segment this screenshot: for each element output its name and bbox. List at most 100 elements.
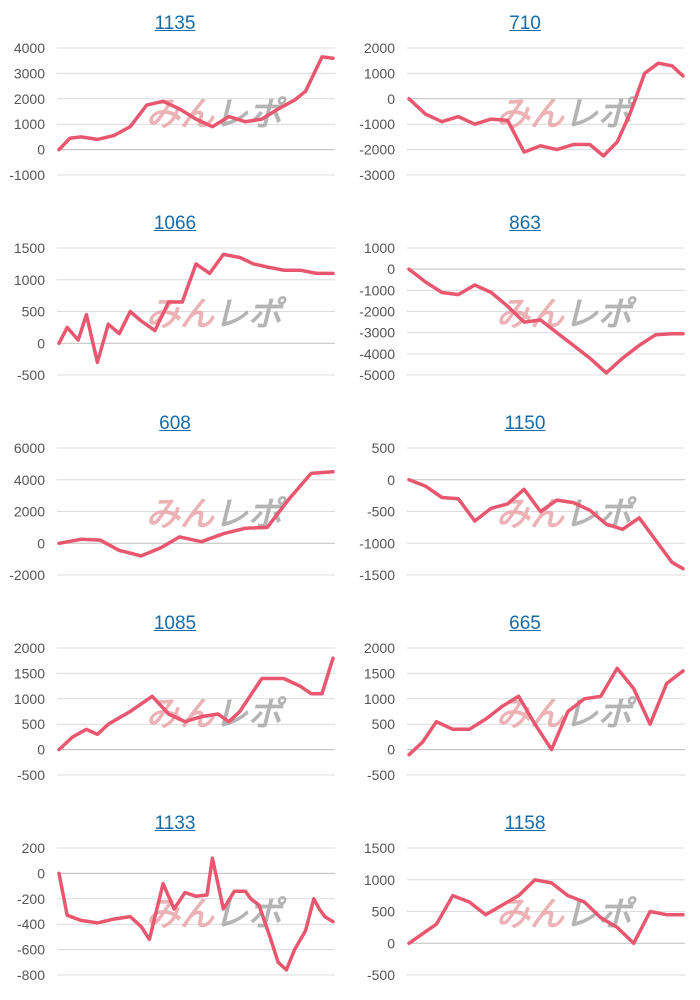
y-tick-label: -500 <box>367 967 395 983</box>
chart-panel-3: 1500 1000 500 0 -500 みんレポ 1066 <box>0 200 350 400</box>
y-tick-label: 1000 <box>364 872 395 888</box>
y-tick-label: 500 <box>22 304 46 320</box>
watermark-part-gray: レポ <box>564 895 637 935</box>
chart-title-link[interactable]: 665 <box>509 613 541 634</box>
y-tick-label: -800 <box>17 967 45 983</box>
watermark-part-pink: みん <box>146 95 215 135</box>
watermark-part-pink: みん <box>496 295 565 335</box>
y-tick-label: -3000 <box>359 167 395 183</box>
y-tick-label: 0 <box>37 142 45 158</box>
watermark-part-gray: レポ <box>214 695 287 735</box>
y-tick-label: 1500 <box>364 665 395 681</box>
y-tick-label: -400 <box>17 916 45 932</box>
y-tick-label: 0 <box>37 535 45 551</box>
y-tick-label: 4000 <box>14 472 45 488</box>
y-tick-label: -4000 <box>359 346 395 362</box>
chart-svg: 1500 1000 500 0 -500 みんレポ <box>14 240 335 383</box>
series-line <box>407 478 685 571</box>
chart-title-link[interactable]: 608 <box>159 413 191 434</box>
series-line <box>57 252 335 365</box>
y-tick-label: -1000 <box>359 282 395 298</box>
y-tick-label: 0 <box>387 472 395 488</box>
y-tick-label: -2000 <box>359 304 395 320</box>
chart-svg: 1000 0 -1000 -2000 -3000 -4000 -5000 みんレポ <box>359 240 685 383</box>
series-line <box>57 470 335 558</box>
chart-panel-9: 200 0 -200 -400 -600 -800 みんレポ 1133 <box>0 800 350 1000</box>
y-tick-label: 200 <box>22 840 46 856</box>
y-tick-label: 1500 <box>14 665 45 681</box>
y-tick-label: 0 <box>387 91 395 107</box>
y-tick-label: -1500 <box>359 567 395 583</box>
chart-title-link[interactable]: 710 <box>509 13 541 34</box>
y-tick-label: -1000 <box>359 535 395 551</box>
y-tick-label: 1000 <box>14 272 45 288</box>
chart-title-link[interactable]: 1135 <box>154 13 196 34</box>
y-tick-label: 2000 <box>14 91 45 107</box>
watermark-logo: みんレポ <box>146 95 287 135</box>
chart-title-link[interactable]: 1085 <box>153 613 197 634</box>
y-tick-label: 1000 <box>14 691 45 707</box>
chart-title-link[interactable]: 1158 <box>504 813 546 834</box>
y-tick-label: 2000 <box>14 504 45 520</box>
y-tick-label: 500 <box>372 716 396 732</box>
y-tick-label: 0 <box>37 742 45 758</box>
y-tick-label: 1000 <box>364 691 395 707</box>
watermark-logo: みんレポ <box>146 695 287 735</box>
series-line <box>407 666 685 757</box>
watermark-part-gray: レポ <box>214 895 287 935</box>
watermark-part-gray: レポ <box>564 695 637 735</box>
chart-panel-2: 2000 1000 0 -1000 -2000 -3000 みんレポ 710 <box>350 0 700 200</box>
y-tick-label: -200 <box>17 891 45 907</box>
y-tick-label: 2000 <box>364 640 395 656</box>
y-tick-label: -2000 <box>359 142 395 158</box>
chart-title-link[interactable]: 1133 <box>154 813 196 834</box>
y-tick-label: -3000 <box>359 325 395 341</box>
y-tick-label: 1500 <box>14 240 45 256</box>
y-tick-label: 4000 <box>14 40 45 56</box>
series-line <box>407 61 685 158</box>
y-tick-label: 500 <box>22 716 46 732</box>
y-tick-label: 1500 <box>364 840 395 856</box>
watermark-logo: みんレポ <box>146 495 287 535</box>
y-tick-label: -1000 <box>9 167 45 183</box>
watermark-logo: みんレポ <box>496 95 637 135</box>
chart-title-link[interactable]: 863 <box>509 213 541 234</box>
watermark-part-gray: レポ <box>564 295 637 335</box>
y-tick-label: 500 <box>372 440 396 456</box>
series-line <box>57 656 335 752</box>
y-tick-label: 2000 <box>14 640 45 656</box>
watermark-part-gray: レポ <box>214 295 287 335</box>
chart-title-link[interactable]: 1066 <box>153 213 197 234</box>
y-tick-label: -2000 <box>9 567 45 583</box>
y-tick-label: -500 <box>17 367 45 383</box>
y-tick-label: -500 <box>367 767 395 783</box>
y-tick-label: 6000 <box>14 440 45 456</box>
chart-svg: 6000 4000 2000 0 -2000 みんレポ <box>9 440 335 583</box>
y-tick-label: 2000 <box>364 40 395 56</box>
y-tick-label: 1000 <box>364 65 395 81</box>
series-line <box>57 55 335 152</box>
chart-panel-10: 1500 1000 500 0 -500 みんレポ 1158 <box>350 800 700 1000</box>
chart-svg: 2000 1000 0 -1000 -2000 -3000 みんレポ <box>359 40 685 183</box>
watermark-part-pink: みん <box>146 495 215 535</box>
watermark-part-gray: レポ <box>214 95 287 135</box>
chart-panel-6: 500 0 -500 -1000 -1500 みんレポ 1150 <box>350 400 700 600</box>
y-tick-label: -500 <box>367 504 395 520</box>
y-tick-label: -5000 <box>359 367 395 383</box>
watermark-part-pink: みん <box>496 95 565 135</box>
chart-title-link[interactable]: 1150 <box>504 413 546 434</box>
y-tick-label: 0 <box>387 935 395 951</box>
y-tick-label: 0 <box>37 865 45 881</box>
y-tick-label: 1000 <box>364 240 395 256</box>
y-tick-label: 1000 <box>14 116 45 132</box>
y-tick-label: -600 <box>17 942 45 958</box>
chart-panel-4: 1000 0 -1000 -2000 -3000 -4000 -5000 みんレポ 863 <box>350 200 700 400</box>
chart-panel-5: 6000 4000 2000 0 -2000 みんレポ 608 <box>0 400 350 600</box>
watermark-logo: みんレポ <box>496 895 637 935</box>
chart-svg: 4000 3000 2000 1000 0 -1000 みんレポ <box>9 40 335 183</box>
watermark-part-pink: みん <box>496 895 565 935</box>
